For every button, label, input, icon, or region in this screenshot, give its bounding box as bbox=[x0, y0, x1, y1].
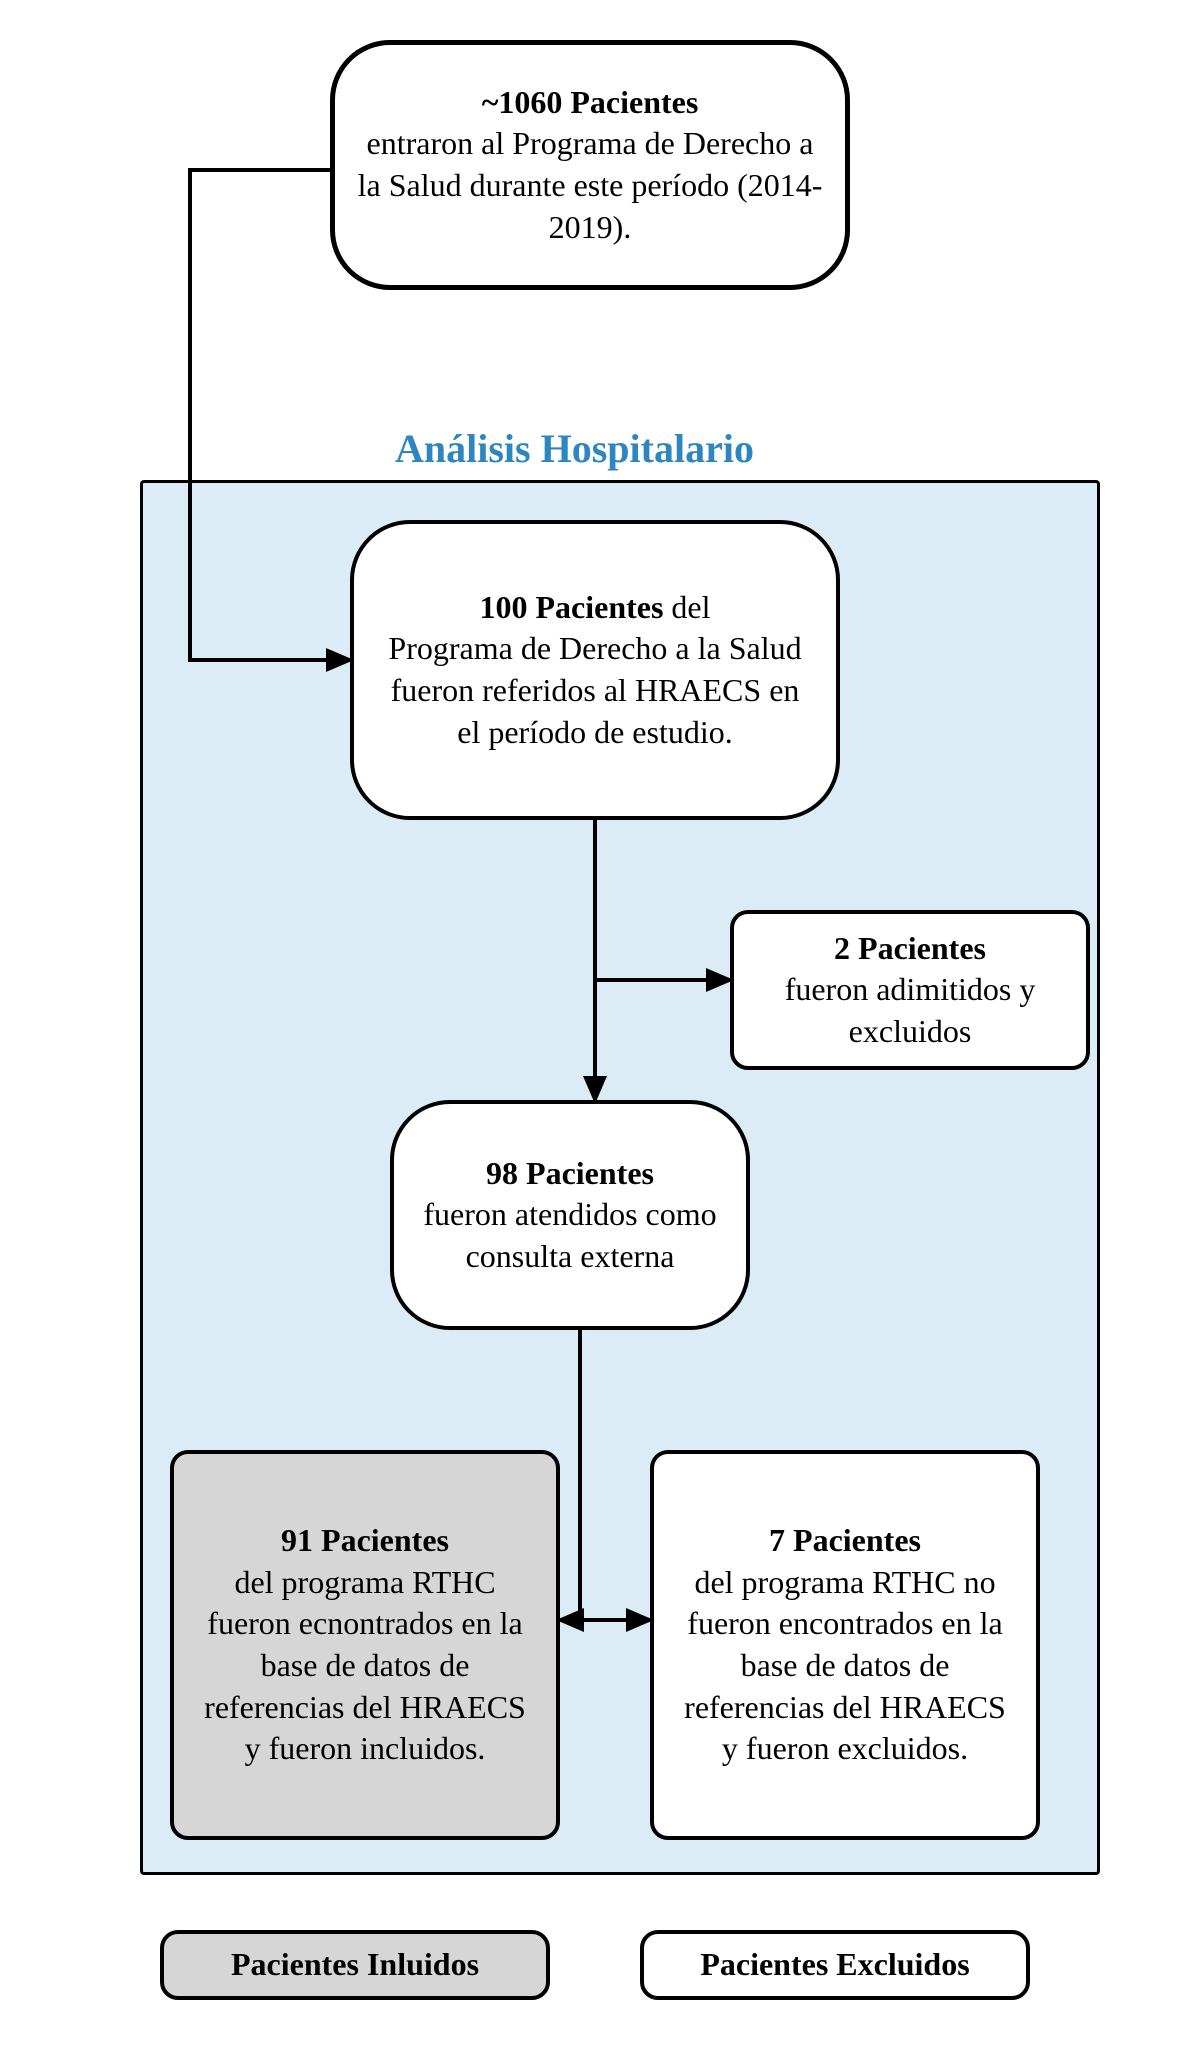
node-body: Programa de Derecho a la Salud fueron re… bbox=[388, 630, 801, 749]
section-title: Análisis Hospitalario bbox=[395, 425, 754, 472]
node-body: fueron adimitidos y excluidos bbox=[785, 971, 1036, 1049]
node-2-pacientes: 2 Pacientes fueron adimitidos y excluido… bbox=[730, 910, 1090, 1070]
node-text: ~1060 Pacientes entraron al Programa de … bbox=[357, 82, 823, 248]
node-bold: 98 Pacientes bbox=[486, 1155, 654, 1191]
node-91-pacientes: 91 Pacientes del programa RTHC fueron ec… bbox=[170, 1450, 560, 1840]
node-1060-pacientes: ~1060 Pacientes entraron al Programa de … bbox=[330, 40, 850, 290]
node-text: 100 Pacientes del Programa de Derecho a … bbox=[376, 587, 814, 753]
node-bold: 91 Pacientes bbox=[281, 1522, 449, 1558]
node-body: del programa RTHC fueron ecnontrados en … bbox=[204, 1564, 526, 1766]
node-text: 91 Pacientes del programa RTHC fueron ec… bbox=[196, 1520, 534, 1770]
node-bold: ~1060 Pacientes bbox=[482, 84, 699, 120]
node-bold: 2 Pacientes bbox=[834, 930, 986, 966]
node-body: entraron al Programa de Derecho a la Sal… bbox=[358, 125, 823, 244]
node-98-pacientes: 98 Pacientes fueron atendidos como consu… bbox=[390, 1100, 750, 1330]
node-plain: del bbox=[663, 589, 710, 625]
node-100-pacientes: 100 Pacientes del Programa de Derecho a … bbox=[350, 520, 840, 820]
node-bold: 100 Pacientes bbox=[479, 589, 663, 625]
node-7-pacientes: 7 Pacientes del programa RTHC no fueron … bbox=[650, 1450, 1040, 1840]
node-text: 7 Pacientes del programa RTHC no fueron … bbox=[676, 1520, 1014, 1770]
node-body: fueron atendidos como consulta externa bbox=[423, 1196, 716, 1274]
legend-incluidos: Pacientes Inluidos bbox=[160, 1930, 550, 2000]
node-text: 2 Pacientes fueron adimitidos y excluido… bbox=[756, 928, 1064, 1053]
legend-label: Pacientes Excluidos bbox=[700, 1944, 969, 1986]
legend-excluidos: Pacientes Excluidos bbox=[640, 1930, 1030, 2000]
node-bold: 7 Pacientes bbox=[769, 1522, 921, 1558]
node-body: del programa RTHC no fueron encontrados … bbox=[684, 1564, 1006, 1766]
legend-label: Pacientes Inluidos bbox=[231, 1944, 479, 1986]
node-text: 98 Pacientes fueron atendidos como consu… bbox=[416, 1153, 724, 1278]
